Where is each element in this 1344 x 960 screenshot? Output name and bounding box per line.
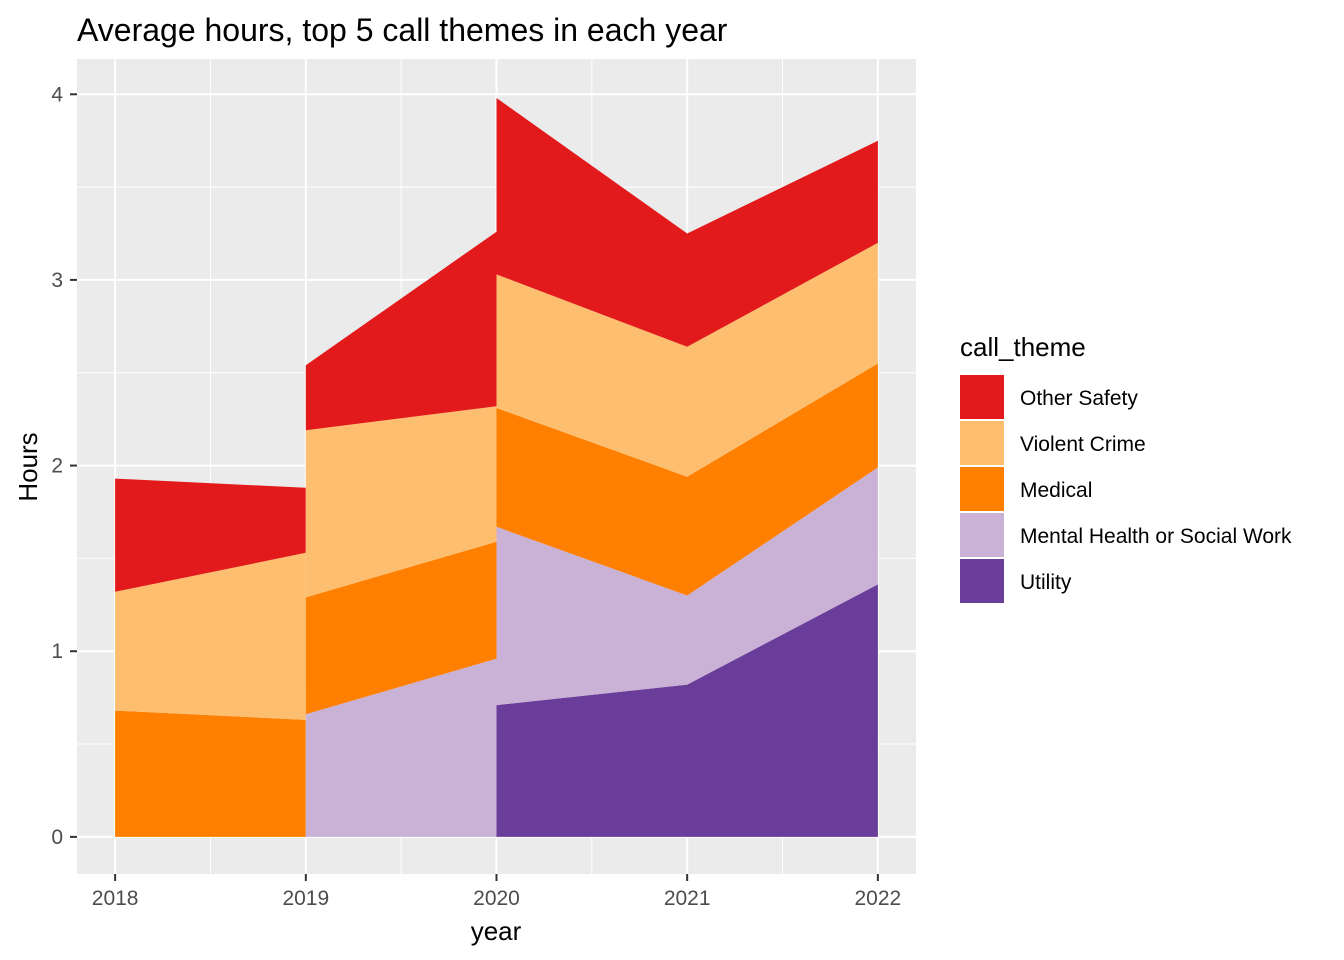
area-mental-health-or-social-work	[496, 467, 878, 706]
y-tick-label: 0	[51, 826, 63, 849]
legend-label-medical: Medical	[1020, 479, 1092, 502]
y-tick-label: 2	[51, 455, 63, 478]
x-tick-label: 2019	[282, 887, 329, 910]
area-other-safety	[496, 98, 878, 347]
area-violent-crime	[115, 552, 306, 720]
legend-key-mental-health-or-social-work	[960, 513, 1004, 557]
area-utility	[496, 584, 878, 837]
area-medical	[305, 541, 497, 715]
y-tick-label: 3	[51, 269, 63, 292]
axes: 2018 2019 2020 2021 2022 0 1 2 3 4	[51, 83, 901, 910]
legend-key-medical	[960, 467, 1004, 511]
y-axis-title: Hours	[13, 432, 43, 501]
x-tick-label: 2021	[664, 887, 711, 910]
legend-key-utility	[960, 559, 1004, 603]
area-violent-crime	[496, 242, 878, 477]
x-axis-title: year	[471, 916, 522, 946]
legend: call_theme Other Safety Violent Crime Medi…	[960, 332, 1292, 603]
legend-key-other-safety	[960, 375, 1004, 419]
legend-key-violent-crime	[960, 421, 1004, 465]
legend-label-other-safety: Other Safety	[1020, 387, 1138, 410]
area-other-safety	[305, 231, 497, 431]
legend-title: call_theme	[960, 332, 1086, 362]
x-tick-label: 2018	[92, 887, 139, 910]
y-tick-label: 1	[51, 640, 63, 663]
x-tick-label: 2022	[855, 887, 902, 910]
area-layers	[115, 98, 878, 837]
y-tick-label: 4	[51, 83, 63, 106]
legend-label-utility: Utility	[1020, 571, 1072, 594]
area-mental-health-or-social-work	[305, 658, 497, 837]
area-violent-crime	[305, 406, 497, 598]
area-medical	[115, 710, 306, 837]
chart-title: Average hours, top 5 call themes in each…	[77, 12, 728, 48]
legend-label-violent-crime: Violent Crime	[1020, 433, 1146, 456]
x-tick-label: 2020	[473, 887, 520, 910]
legend-label-mental-health-or-social-work: Mental Health or Social Work	[1020, 525, 1292, 548]
area-other-safety	[115, 478, 306, 592]
area-medical	[496, 363, 878, 596]
